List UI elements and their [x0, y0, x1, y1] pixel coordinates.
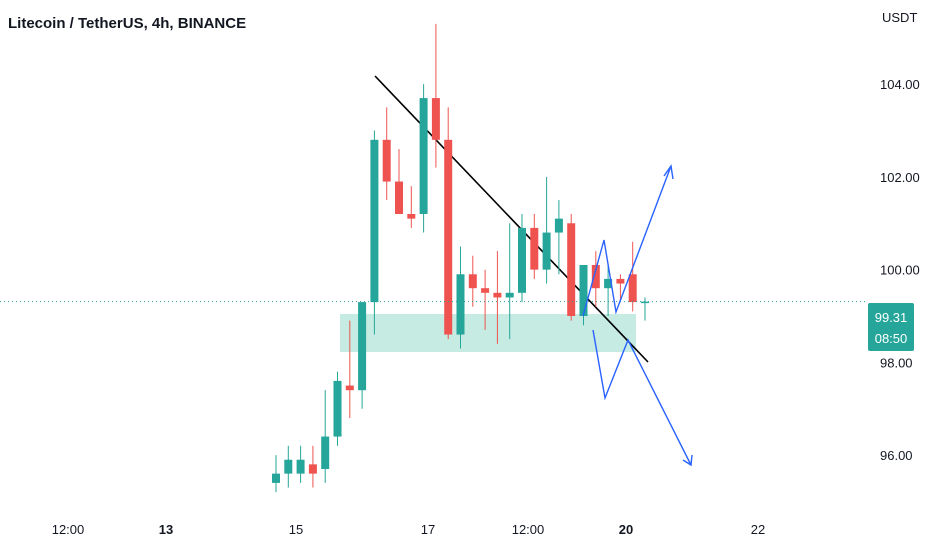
candle	[554, 200, 563, 275]
candle-body	[481, 288, 490, 293]
projection-up-path	[582, 165, 672, 317]
candle	[308, 445, 317, 488]
candle	[296, 445, 305, 483]
candle	[481, 269, 490, 330]
candle	[382, 107, 391, 201]
candle-body	[616, 278, 625, 284]
projection-down-path	[592, 329, 692, 466]
candle-countdown: 08:50	[875, 331, 908, 346]
x-tick-label: 12:00	[52, 522, 85, 537]
candle	[641, 297, 649, 321]
y-tick-label: 98.00	[880, 355, 913, 370]
y-tick-label: 102.00	[880, 170, 920, 185]
candle	[395, 149, 403, 214]
candle-body	[272, 473, 280, 483]
candle	[542, 176, 551, 284]
projection-down-arrowhead	[682, 454, 693, 467]
candle-body	[370, 139, 379, 303]
x-tick-label: 20	[619, 522, 633, 537]
candle	[431, 23, 440, 168]
x-tick-label: 13	[159, 522, 173, 537]
last-price-box	[868, 303, 914, 351]
candle-body	[382, 139, 391, 182]
candle-body	[628, 274, 637, 303]
candle	[456, 246, 465, 349]
candle	[333, 371, 342, 446]
candle	[345, 320, 354, 418]
candle-body	[284, 459, 293, 474]
candle-body	[296, 459, 305, 474]
candle	[358, 302, 367, 409]
candle-body	[345, 385, 354, 391]
candle	[419, 84, 428, 233]
candle	[530, 214, 539, 279]
candle-body	[554, 218, 563, 233]
candle-body	[591, 265, 600, 289]
candle-body	[505, 292, 514, 298]
candle-body	[468, 274, 477, 289]
candle	[321, 390, 330, 483]
candle-body	[493, 292, 502, 298]
candle	[407, 186, 416, 228]
candle	[444, 107, 453, 340]
support-zone	[340, 314, 636, 352]
candle-body	[518, 227, 526, 293]
candle-body	[604, 278, 613, 289]
candle	[370, 130, 379, 335]
y-tick-label: 100.00	[880, 263, 920, 278]
candle	[628, 241, 637, 312]
candle-body	[407, 214, 416, 219]
x-tick-label: 12:00	[512, 522, 545, 537]
x-tick-label: 17	[421, 522, 435, 537]
candle-body	[333, 380, 342, 437]
last-price-label: 99.31 08:50	[868, 303, 914, 351]
candle	[518, 214, 526, 303]
price-axis-unit: USDT	[882, 10, 918, 25]
candle	[604, 265, 613, 316]
candle-body	[444, 139, 453, 335]
candle-body	[530, 227, 539, 270]
candle-body	[321, 436, 330, 469]
candle-body	[431, 98, 440, 140]
candle-body	[542, 232, 551, 270]
candle	[567, 214, 576, 321]
candle-body	[395, 181, 403, 214]
candle	[591, 251, 600, 307]
candle-body	[419, 98, 428, 214]
candle-body	[308, 464, 317, 474]
y-tick-label: 104.00	[880, 77, 920, 92]
candle-body	[567, 223, 576, 316]
candle	[616, 274, 625, 303]
x-tick-label: 22	[751, 522, 765, 537]
candle	[493, 251, 502, 344]
candle-body	[358, 302, 367, 391]
candle	[505, 223, 514, 340]
candle-body	[579, 265, 588, 316]
candle-body	[456, 274, 465, 335]
y-tick-label: 96.00	[880, 448, 913, 463]
chart-title: Litecoin / TetherUS, 4h, BINANCE	[8, 15, 247, 32]
projection-up-arrowhead	[663, 164, 674, 180]
last-price-value: 99.31	[875, 310, 908, 325]
x-tick-label: 15	[289, 522, 303, 537]
candle-body	[641, 301, 649, 304]
candle	[468, 255, 477, 307]
candle	[272, 455, 280, 493]
candle	[284, 445, 293, 488]
